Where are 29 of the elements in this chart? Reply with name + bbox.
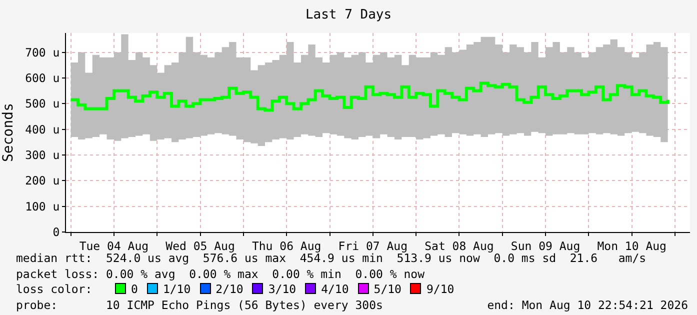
y-tick-label: 100 u [25, 199, 60, 214]
x-tick-label: Wed 05 Aug [166, 238, 235, 253]
legend-label: 3/10 [268, 282, 296, 296]
legend-label: 1/10 [162, 282, 191, 296]
x-tick-label: Mon 10 Aug [597, 238, 666, 253]
y-tick-label: 600 u [25, 70, 60, 85]
x-tick-label: Sat 08 Aug [424, 238, 494, 253]
x-tick-label: Tue 04 Aug [79, 238, 149, 253]
y-tick-label: 700 u [25, 45, 60, 60]
y-tick-label: 400 u [25, 122, 60, 136]
y-tick-label: 500 u [25, 96, 60, 111]
x-tick-label: Fri 07 Aug [338, 238, 408, 253]
y-tick-label: 200 u [25, 174, 60, 188]
text: median rtt: 524.0 us avg 576.6 us max 454.9 us min 513.9 us now 0.0 ms sd 21.6 am/s [16, 251, 646, 265]
legend-label: 2/10 [216, 282, 244, 296]
y-axis-title: Seconds [0, 102, 17, 162]
text: end: Mon Aug 10 22:54:21 2026 [487, 298, 688, 313]
y-tick-label: 0 [52, 225, 60, 240]
chart-title: Last 7 Days [305, 7, 392, 22]
legend-label: 0 [131, 282, 138, 296]
legend-label: 9/10 [426, 282, 454, 296]
text: packet loss: 0.00 % avg 0.00 % max 0.00 % min 0.00 % now [16, 266, 424, 280]
y-tick-label: 300 u [25, 148, 60, 162]
legend-label: 4/10 [321, 282, 349, 296]
legend-label: 5/10 [374, 282, 402, 296]
x-tick-label: Thu 06 Aug [252, 238, 322, 253]
text: probe: 10 ICMP Echo Pings (56 Bytes) every 300s [16, 298, 383, 313]
x-tick-label: Sun 09 Aug [510, 238, 580, 253]
legend-title: loss color: [16, 282, 94, 296]
